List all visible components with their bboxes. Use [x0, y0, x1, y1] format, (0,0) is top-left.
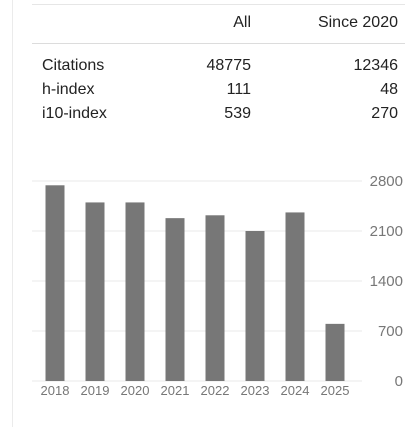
x-tick-label: 2020: [121, 383, 150, 398]
bar-2022[interactable]: [205, 215, 225, 381]
table-row-h-index: h-index 111 48: [32, 79, 405, 103]
citation-stats-table: All Since 2020 Citations 48775 12346 h-i…: [32, 8, 405, 127]
y-tick-label: 1400: [370, 273, 403, 290]
top-divider: [32, 4, 405, 5]
citations-bar-chart-svg: 2800 2100 1400 700 0 2018 2019 2020 2021 2022 2023…: [32, 173, 403, 398]
y-tick-label: 0: [395, 373, 403, 390]
column-header-all: All: [233, 14, 251, 31]
bar-2025[interactable]: [325, 323, 345, 381]
table-row-citations: Citations 48775 12346: [32, 55, 405, 79]
row-label-citations[interactable]: Citations: [42, 57, 105, 74]
x-tick-label: 2018: [41, 383, 70, 398]
bar-2020[interactable]: [125, 202, 145, 381]
x-tick-label: 2019: [81, 383, 110, 398]
h-index-since-value: 48: [380, 81, 398, 98]
x-tick-label: 2023: [241, 383, 270, 398]
row-label-i10-index[interactable]: i10-index: [42, 105, 107, 122]
y-tick-label: 700: [378, 323, 403, 340]
bar-2018[interactable]: [45, 185, 65, 381]
citations-all-value: 48775: [206, 57, 252, 74]
i10-index-since-value: 270: [371, 105, 398, 122]
row-label-h-index[interactable]: h-index: [42, 81, 95, 98]
column-header-since-2020: Since 2020: [317, 14, 398, 31]
bar-2024[interactable]: [285, 212, 305, 381]
x-tick-label: 2025: [321, 383, 350, 398]
table-header-row: All Since 2020: [32, 8, 405, 44]
table-row-i10-index: i10-index 539 270: [32, 103, 405, 127]
bar-2019[interactable]: [85, 202, 105, 381]
i10-index-all-value: 539: [224, 105, 251, 122]
x-tick-label: 2021: [161, 383, 190, 398]
bar-2021[interactable]: [165, 218, 185, 381]
citations-per-year-chart: 2800 2100 1400 700 0 2018 2019 2020 2021 2022 2023…: [32, 168, 405, 408]
y-tick-label: 2800: [370, 173, 403, 190]
h-index-all-value: 111: [226, 81, 251, 98]
x-tick-label: 2022: [201, 383, 230, 398]
y-tick-label: 2100: [370, 223, 403, 240]
bar-2023[interactable]: [245, 231, 265, 381]
x-tick-label: 2024: [281, 383, 310, 398]
citations-since-value: 12346: [353, 57, 399, 74]
